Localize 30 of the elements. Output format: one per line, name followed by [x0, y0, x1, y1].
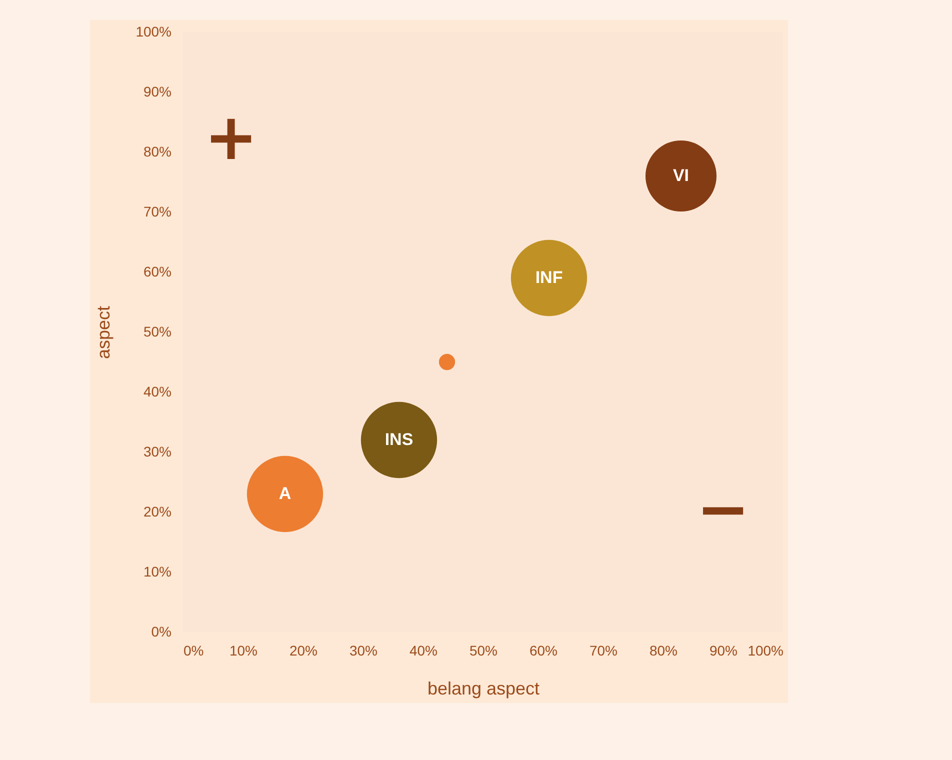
series-label: INS: [384, 430, 414, 449]
y-tick-label: 0%: [151, 624, 172, 640]
y-axis-title: aspect: [94, 306, 114, 360]
y-tick-label: 90%: [143, 84, 172, 100]
annotation: −: [696, 473, 750, 547]
x-tick-label: 40%: [409, 642, 438, 658]
x-tick-label: 80%: [649, 642, 678, 658]
x-tick-label: 70%: [589, 642, 618, 658]
x-tick-label: 0%: [184, 642, 204, 658]
y-tick-label: 80%: [143, 144, 172, 160]
annotation: +: [204, 101, 258, 175]
y-tick-label: 60%: [143, 264, 172, 280]
y-tick-label: 20%: [143, 504, 172, 520]
y-tick-label: 70%: [143, 204, 172, 220]
series-label: INF: [535, 268, 563, 287]
x-tick-label: 50%: [469, 642, 498, 658]
y-tick-label: 40%: [143, 384, 172, 400]
x-axis-title: belang aspect: [427, 678, 540, 698]
y-tick-label: 100%: [136, 24, 172, 40]
series-label: A: [278, 484, 292, 503]
x-tick-label: 20%: [289, 642, 318, 658]
x-tick-label: 10%: [229, 642, 258, 658]
x-tick-label: 100%: [748, 642, 784, 658]
x-tick-label: 30%: [349, 642, 378, 658]
y-tick-label: 10%: [143, 564, 172, 580]
series-label: VI: [672, 166, 690, 185]
y-tick-label: 50%: [143, 324, 172, 340]
x-tick-label: 90%: [709, 642, 738, 658]
y-tick-label: 30%: [143, 444, 172, 460]
x-tick-label: 60%: [529, 642, 558, 658]
